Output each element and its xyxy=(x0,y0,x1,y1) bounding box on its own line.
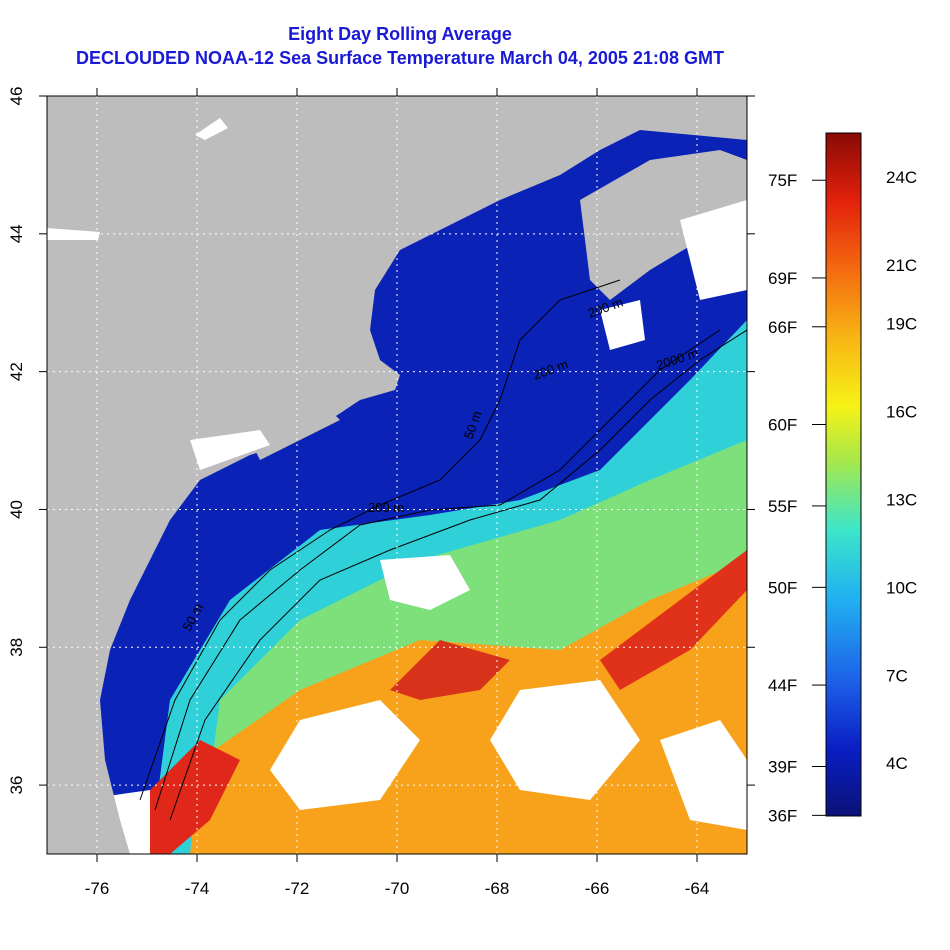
colorbar-fahrenheit-labels: 75F 69F 66F 60F 55F 50F 44F 39F 36F xyxy=(768,171,826,825)
gulf-stream-east-1 xyxy=(390,640,510,700)
cloud-patch xyxy=(380,555,470,610)
y-tick-label: 44 xyxy=(7,224,26,243)
cloud-patch xyxy=(270,700,420,810)
y-tick-label: 40 xyxy=(7,500,26,519)
contour-200m xyxy=(154,329,721,811)
x-tick-label: -66 xyxy=(585,879,610,898)
colorbar-c-label: 16C xyxy=(886,402,917,421)
x-tick-label: -68 xyxy=(485,879,510,898)
cloud-patch xyxy=(190,430,270,470)
colorbar-f-label: 55F xyxy=(768,497,797,516)
y-tick-label: 46 xyxy=(7,87,26,106)
colorbar-f-label: 75F xyxy=(768,171,797,190)
x-tick-label: -72 xyxy=(285,879,310,898)
map-grid xyxy=(47,96,747,854)
colorbar-c-label: 13C xyxy=(886,490,917,509)
y-tick-label: 38 xyxy=(7,638,26,657)
colorbar-f-label: 39F xyxy=(768,757,797,776)
chart-subtitle: DECLOUDED NOAA-12 Sea Surface Temperatur… xyxy=(76,48,724,68)
y-tick-label: 36 xyxy=(7,776,26,795)
cloud-patch xyxy=(195,118,228,140)
contour-label: 200 m xyxy=(368,500,404,515)
colorbar-c-label: 10C xyxy=(886,578,917,597)
cloud-patch xyxy=(660,720,747,830)
colorbar-f-label: 66F xyxy=(768,318,797,337)
colorbar-c-label: 21C xyxy=(886,256,917,275)
colorbar-c-label: 7C xyxy=(886,666,908,685)
x-axis: -76 -74 -72 -70 -68 -66 -64 xyxy=(85,88,710,898)
y-axis: 36 38 40 42 44 46 xyxy=(7,87,755,795)
colorbar xyxy=(825,132,862,817)
contour-50m xyxy=(139,279,621,801)
colorbar-c-label: 4C xyxy=(886,754,908,773)
x-tick-label: -64 xyxy=(685,879,710,898)
x-tick-label: -74 xyxy=(185,879,210,898)
colorbar-c-label: 24C xyxy=(886,168,917,187)
x-tick-label: -76 xyxy=(85,879,110,898)
y-tick-label: 42 xyxy=(7,362,26,381)
cloud-patch xyxy=(490,680,640,800)
colorbar-c-label: 19C xyxy=(886,315,917,334)
colorbar-f-label: 50F xyxy=(768,578,797,597)
chart-title: Eight Day Rolling Average xyxy=(288,24,512,44)
land-long-island xyxy=(250,410,340,460)
colorbar-f-label: 60F xyxy=(768,416,797,435)
colorbar-f-label: 36F xyxy=(768,806,797,825)
x-tick-label: -70 xyxy=(385,879,410,898)
gulf-stream-east-2 xyxy=(600,550,747,690)
land-mainland xyxy=(47,96,747,854)
colorbar-celsius-labels: 24C 21C 19C 16C 13C 10C 7C 4C xyxy=(886,168,917,773)
land-nova-scotia xyxy=(580,150,747,300)
contour-2000m xyxy=(169,329,747,821)
cloud-patch xyxy=(600,300,645,350)
cloud-patch xyxy=(680,200,747,300)
colorbar-f-label: 44F xyxy=(768,676,797,695)
colorbar-f-label: 69F xyxy=(768,269,797,288)
cloud-patch xyxy=(47,228,100,240)
